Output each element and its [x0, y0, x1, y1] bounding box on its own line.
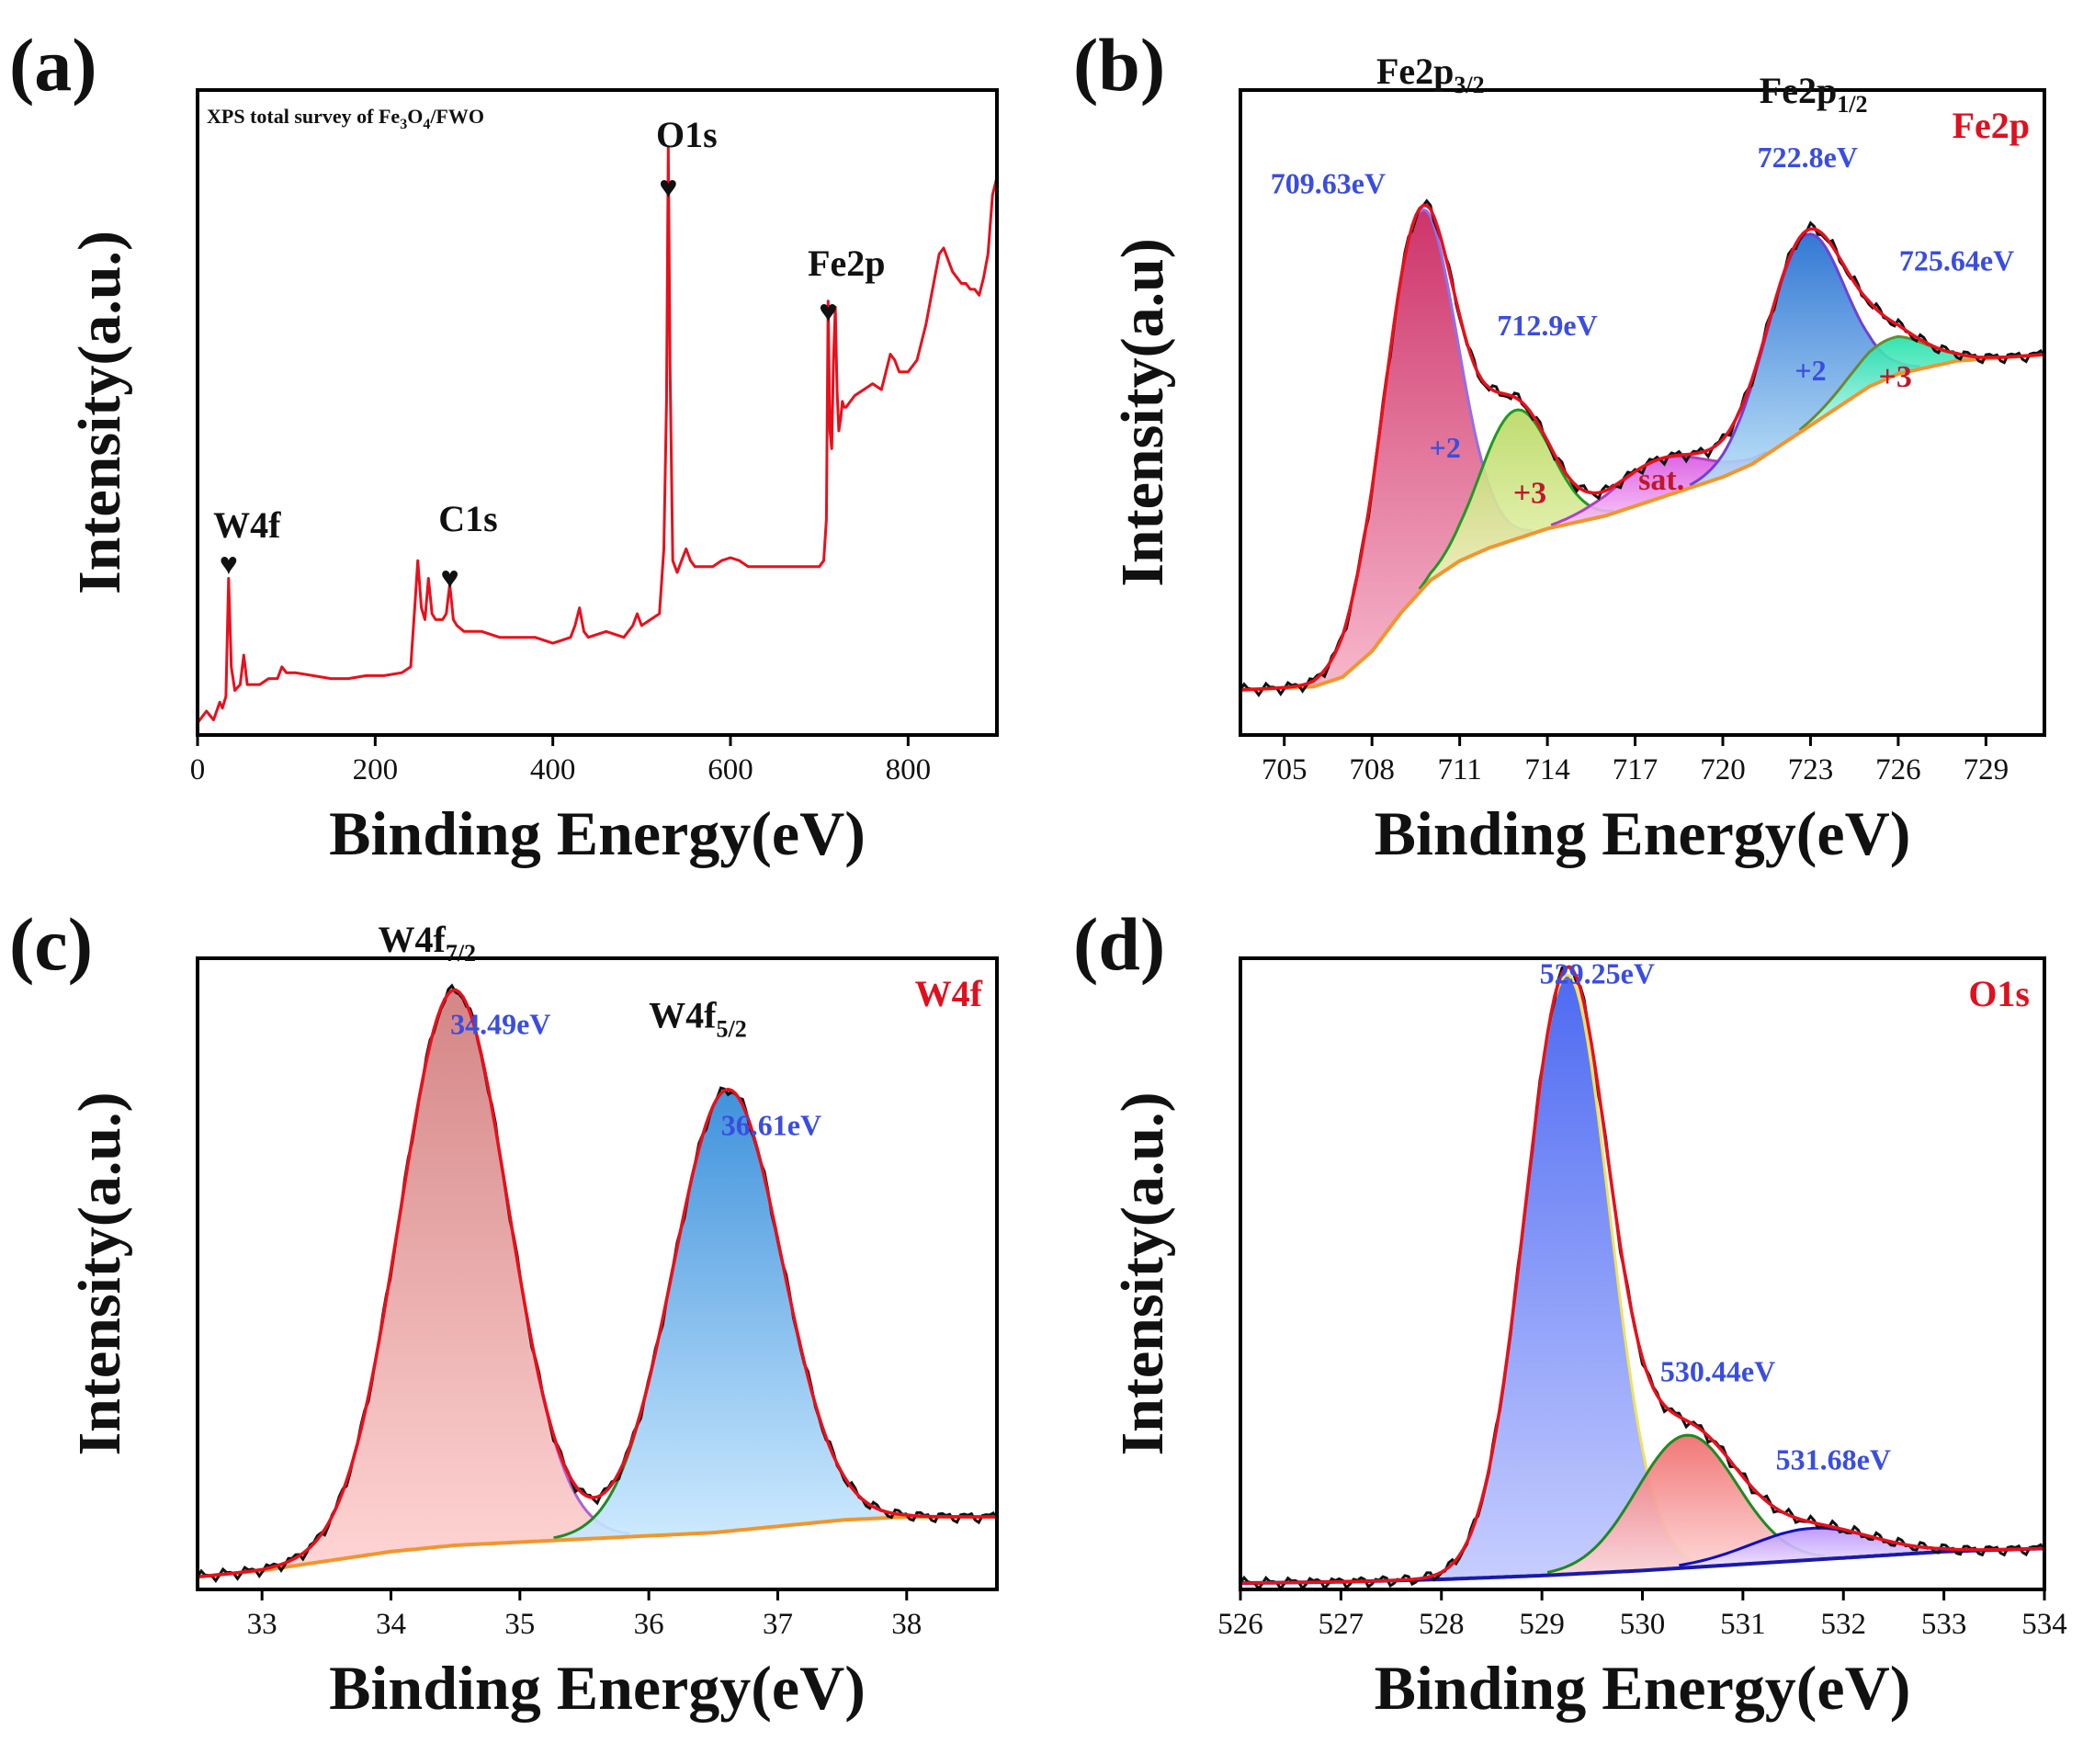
x-tick-label: 200: [353, 753, 399, 786]
oxidation-state-label: +3: [1513, 476, 1546, 510]
peak-position-label: 725.64eV: [1899, 244, 2014, 277]
plot-frame: [1239, 88, 2046, 737]
component-outline-2: [1418, 408, 1613, 591]
x-tick-label: 0: [190, 753, 206, 786]
heart-marker-icon: ♥: [220, 548, 238, 582]
component-fill-4: [1690, 233, 1920, 488]
envelope-fit-line: [1240, 965, 2045, 1585]
y-axis-title: Intensity(a.u.): [1109, 1091, 1176, 1455]
x-tick-label: 528: [1419, 1608, 1465, 1641]
x-axis-title: Binding Energy(eV): [1375, 1653, 1911, 1723]
heart-marker-icon: ♥: [440, 561, 458, 595]
peak-position-label: 530.44eV: [1660, 1354, 1775, 1387]
peak-position-label: 709.63eV: [1271, 166, 1386, 199]
x-tick-label: 533: [1921, 1608, 1967, 1641]
panel-a-survey-chart: 0 200 400 600 800 Binding Energy(eV) Intensity…: [66, 88, 999, 868]
component-fill-3: [1679, 1528, 1946, 1568]
x-tick-label: 35: [504, 1608, 535, 1641]
component-fill-2: [1547, 1435, 1826, 1576]
x-tick-label: 34: [376, 1608, 406, 1641]
x-tick-label: 705: [1262, 753, 1308, 786]
x-axis-title: Binding Energy(eV): [329, 798, 866, 868]
chart-title: XPS total survey of Fe3O4/FWO: [207, 105, 484, 132]
x-tick-label: 529: [1519, 1608, 1565, 1641]
orbital-group-label: W4f5/2: [649, 995, 747, 1043]
x-tick-label: 36: [634, 1608, 664, 1641]
x-tick-label: 720: [1700, 753, 1746, 786]
x-tick-label: 800: [886, 753, 932, 786]
y-axis-title: Intensity(a.u.): [66, 1091, 133, 1455]
x-tick-label: 714: [1524, 753, 1570, 786]
x-tick-label: 600: [708, 753, 753, 786]
x-tick-label: 531: [1720, 1608, 1766, 1641]
chart-title: O1s: [1968, 973, 2030, 1014]
chart-title: W4f: [915, 973, 983, 1014]
panel-label-c: (c): [9, 902, 93, 986]
peak-annotation-c1s: C1s: [438, 498, 497, 539]
x-tick-label: 400: [530, 753, 576, 786]
component-fill-1: [1306, 209, 1534, 687]
oxidation-state-label: sat.: [1638, 463, 1684, 497]
component-fill-2: [1419, 410, 1613, 593]
peak-position-label: 712.9eV: [1497, 309, 1597, 342]
plot-frame: [196, 88, 999, 737]
x-tick-label: 708: [1349, 753, 1395, 786]
component-fill-1: [277, 989, 630, 1568]
component-fill-5: [1799, 336, 1975, 433]
x-tick-label: 33: [247, 1608, 277, 1641]
x-tick-label: 38: [891, 1608, 922, 1641]
x-tick-label: 726: [1875, 753, 1921, 786]
component-fill-2: [553, 1089, 900, 1541]
background-line: [1240, 352, 2045, 692]
x-tick-label: 723: [1788, 753, 1834, 786]
background-line: [197, 1515, 997, 1579]
panel-d-o1s-chart: 526 527 528 529 530 531 532 533 534 Binding Energ…: [1109, 956, 2067, 1723]
panel-label-b: (b): [1073, 23, 1165, 107]
x-tick-label: 534: [2021, 1608, 2067, 1641]
x-tick-label: 729: [1964, 753, 2009, 786]
x-tick-label: 526: [1217, 1608, 1263, 1641]
orbital-group-label: Fe2p3/2: [1376, 51, 1485, 98]
x-tick-label: 37: [763, 1608, 793, 1641]
oxidation-state-label: +2: [1794, 354, 1826, 387]
chart-title: Fe2p: [1953, 105, 2030, 146]
x-tick-label: 532: [1821, 1608, 1867, 1641]
x-axis-title: Binding Energy(eV): [329, 1653, 866, 1723]
panel-c-w4f-chart: 33 34 35 36 37 38 Binding Energy(eV) Intensity(…: [66, 919, 999, 1723]
peak-annotation-fe2p: Fe2p: [808, 243, 885, 284]
orbital-group-label: Fe2p1/2: [1760, 70, 1868, 118]
oxidation-state-label: +3: [1879, 360, 1912, 394]
peak-annotation-o1s: O1s: [656, 114, 718, 155]
component-fill-1: [1430, 975, 1705, 1580]
x-tick-label: 530: [1620, 1608, 1666, 1641]
orbital-group-label: W4f7/2: [378, 919, 476, 967]
experimental-line: [196, 983, 999, 1584]
heart-marker-icon: ♥: [819, 295, 837, 329]
envelope-fit-line: [1240, 203, 2045, 692]
x-tick-label: 717: [1613, 753, 1658, 786]
panel-b-fe2p-chart: 705 708 711 714 717 720 723 726 729 Binding Energ…: [1109, 51, 2046, 868]
y-axis-title: Intensity(a.u): [1109, 238, 1176, 587]
peak-position-label: 722.8eV: [1758, 141, 1858, 174]
x-tick-label: 711: [1437, 753, 1481, 786]
plot-frame: [196, 956, 999, 1591]
heart-marker-icon: ♥: [659, 171, 677, 205]
peak-position-label: 36.61eV: [721, 1108, 821, 1141]
panel-label-a: (a): [9, 23, 97, 107]
peak-annotation-w4f: W4f: [213, 504, 281, 546]
survey-spectrum-line: [196, 146, 999, 724]
x-tick-label: 527: [1319, 1608, 1364, 1641]
panel-label-d: (d): [1073, 902, 1165, 986]
peak-position-label: 529.25eV: [1540, 956, 1655, 989]
oxidation-state-label: +2: [1430, 431, 1461, 464]
envelope-fit-line: [197, 988, 997, 1579]
peak-position-label: 531.68eV: [1776, 1442, 1891, 1476]
peak-position-label: 34.49eV: [450, 1007, 550, 1040]
y-axis-title: Intensity(a.u.): [66, 231, 133, 594]
x-axis-title: Binding Energy(eV): [1375, 798, 1911, 868]
